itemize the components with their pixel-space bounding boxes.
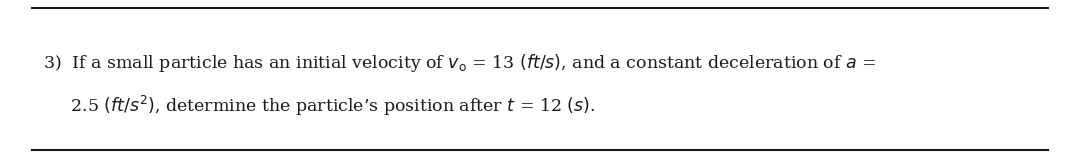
Text: 3)  If a small particle has an initial velocity of $v_\mathrm{o}$ = 13 $(ft/s)$,: 3) If a small particle has an initial ve… — [43, 52, 876, 74]
Text: 2.5 $(ft/s^2)$, determine the particle’s position after $t$ = 12 $(s)$.: 2.5 $(ft/s^2)$, determine the particle’s… — [43, 94, 595, 118]
